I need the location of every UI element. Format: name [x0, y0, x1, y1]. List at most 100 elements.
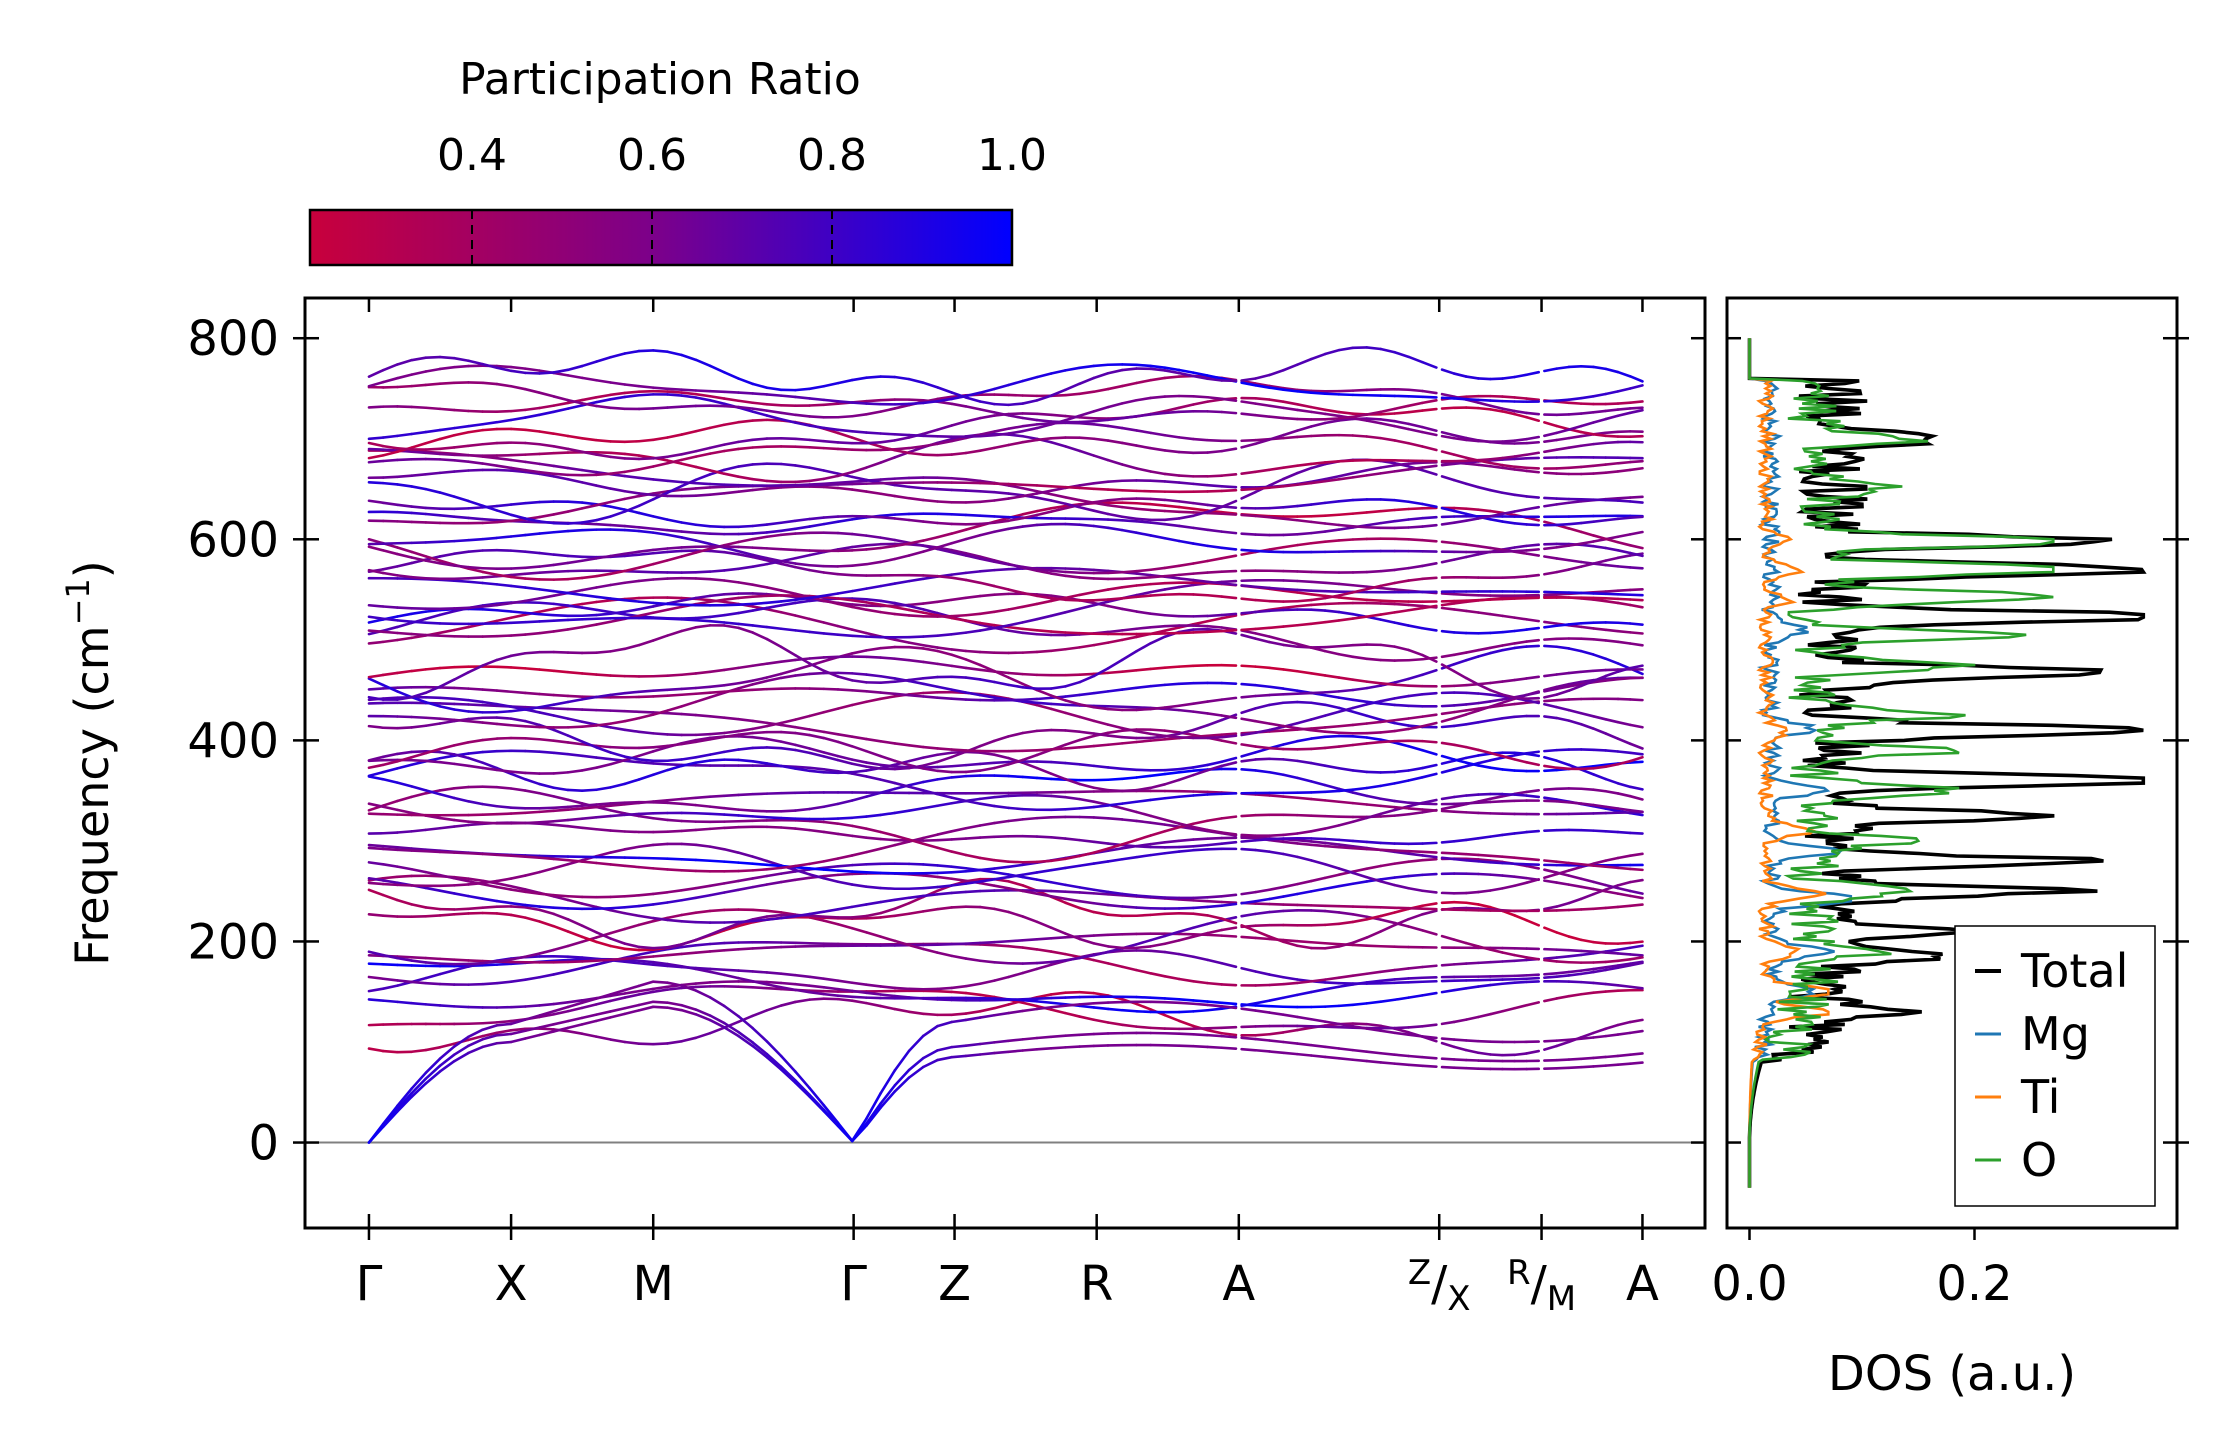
optical-band — [651, 709, 669, 716]
optical-band — [865, 690, 882, 694]
optical-band — [1579, 722, 1595, 730]
optical-band — [1149, 479, 1167, 483]
optical-band — [1254, 745, 1271, 750]
optical-band — [1351, 587, 1369, 594]
optical-band — [1135, 894, 1152, 899]
optical-band — [651, 946, 669, 950]
optical-band — [921, 634, 939, 638]
optical-band — [452, 579, 470, 584]
optical-band — [1567, 542, 1583, 547]
optical-band — [1513, 1003, 1528, 1010]
optical-band — [396, 669, 413, 675]
optical-band — [794, 865, 811, 870]
optical-band — [921, 833, 939, 840]
optical-band — [765, 529, 783, 534]
optical-band — [1106, 488, 1124, 492]
optical-band — [1240, 470, 1257, 475]
optical-band — [1555, 960, 1571, 964]
optical-band — [1628, 903, 1644, 908]
optical-band — [1049, 895, 1067, 901]
optical-band — [1604, 829, 1620, 834]
optical-band — [794, 743, 811, 750]
optical-band — [1476, 759, 1492, 765]
optical-band — [1440, 795, 1456, 801]
optical-band — [509, 1005, 527, 1009]
optical-band — [765, 418, 783, 422]
optical-band — [1206, 624, 1224, 629]
optical-band — [865, 900, 882, 906]
optical-band — [438, 458, 456, 462]
optical-band — [666, 549, 683, 554]
optical-band — [396, 483, 413, 488]
optical-band — [1220, 961, 1238, 969]
optical-band — [1616, 880, 1632, 887]
optical-band — [1323, 862, 1341, 870]
optical-band — [1049, 760, 1067, 765]
optical-band — [367, 802, 385, 809]
optical-band — [737, 731, 755, 736]
optical-band — [950, 774, 968, 779]
optical-band — [1106, 742, 1124, 747]
optical-band — [1379, 739, 1396, 744]
optical-band — [1254, 703, 1271, 710]
optical-band — [694, 547, 712, 554]
optical-band — [651, 634, 669, 642]
optical-band — [1049, 694, 1067, 702]
optical-band — [1021, 946, 1039, 951]
optical-band — [566, 618, 584, 622]
optical-band — [1489, 800, 1504, 804]
optical-band — [1513, 628, 1528, 633]
optical-band — [950, 697, 968, 701]
optical-band — [1120, 607, 1138, 613]
optical-band — [808, 522, 826, 528]
optical-band — [1365, 684, 1383, 690]
optical-band — [1407, 564, 1424, 570]
optical-band — [1513, 701, 1528, 706]
optical-band — [410, 632, 428, 637]
optical-band — [1309, 589, 1327, 593]
optical-band — [1555, 994, 1571, 1000]
optical-band — [1282, 692, 1299, 696]
optical-band — [1254, 397, 1271, 401]
optical-band — [381, 683, 399, 693]
optical-band — [1555, 869, 1571, 876]
optical-band — [993, 592, 1010, 596]
optical-band — [495, 1019, 513, 1024]
optical-band — [936, 830, 954, 836]
optical-band — [794, 562, 811, 567]
optical-band — [836, 740, 854, 748]
optical-band — [566, 521, 584, 525]
optical-band — [751, 624, 769, 629]
optical-band — [1592, 966, 1607, 971]
optical-band — [1628, 940, 1644, 945]
optical-band — [438, 792, 456, 800]
optical-band — [637, 730, 655, 735]
optical-band — [1163, 480, 1181, 484]
optical-band — [637, 457, 655, 461]
optical-band — [694, 933, 712, 942]
optical-band — [524, 705, 541, 711]
optical-band — [1149, 972, 1167, 978]
optical-band — [1254, 970, 1271, 976]
optical-band — [1220, 815, 1238, 820]
optical-band — [1220, 499, 1238, 509]
optical-band — [438, 491, 456, 498]
optical-band — [424, 559, 442, 565]
optical-band — [1177, 769, 1195, 774]
optical-band — [595, 583, 612, 589]
optical-band — [1323, 602, 1341, 606]
optical-band — [438, 982, 456, 986]
optical-band — [1177, 403, 1195, 410]
optical-band — [722, 716, 740, 721]
optical-band — [751, 908, 769, 913]
optical-band — [1295, 838, 1313, 843]
optical-band — [865, 885, 882, 890]
optical-band — [552, 912, 570, 921]
optical-band — [1064, 746, 1081, 750]
optical-band — [495, 702, 513, 708]
optical-band — [438, 513, 456, 518]
optical-band — [1525, 794, 1541, 799]
optical-band — [396, 715, 413, 719]
optical-band — [1393, 812, 1410, 817]
optical-band — [1393, 980, 1410, 985]
